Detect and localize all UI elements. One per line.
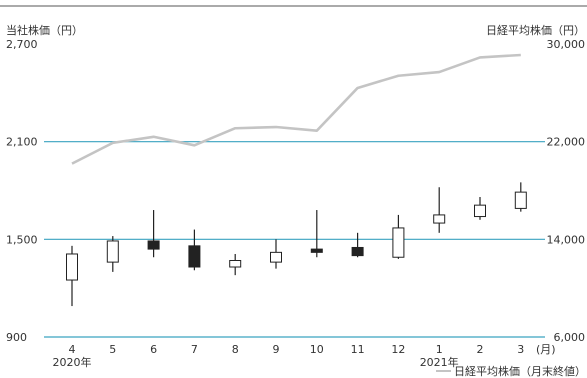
x-tick-label: 9 (273, 343, 280, 356)
year-label: 2021年 (420, 355, 459, 369)
candle-body-up (474, 204, 486, 218)
left-tick-label: 2,700 (6, 38, 38, 51)
x-tick-label: 5 (109, 343, 116, 356)
right-tick-label: 30,000 (547, 38, 586, 51)
x-tick-label: 6 (150, 343, 157, 356)
x-tick-label: 10 (310, 343, 324, 356)
candle-body-up (229, 259, 242, 268)
x-tick-label: 11 (351, 343, 365, 356)
right-tick-label: 14,000 (547, 233, 586, 246)
x-tick-label: 3 (517, 343, 524, 356)
x-tick-label: 2 (477, 343, 484, 356)
candlestick-series (66, 182, 527, 307)
candle-body-up (270, 251, 282, 263)
left-axis-ticks: 900 1,500 2,100 2,700 (6, 38, 38, 344)
candle-body-down (147, 240, 160, 250)
candle (433, 187, 446, 233)
candle (351, 232, 364, 258)
right-tick-label: 6,000 (554, 331, 586, 344)
candle-body-down (188, 245, 201, 268)
candle (66, 245, 78, 307)
nikkei-series (71, 53, 521, 165)
grid-lines (44, 141, 545, 338)
right-axis-ticks: 6,000 14,000 22,000 30,000 (547, 38, 586, 344)
x-tick-label: 12 (391, 343, 405, 356)
left-tick-label: 900 (6, 331, 27, 344)
legend-label: 日経平均株価（月末終値） (454, 364, 586, 378)
right-axis-title: 日経平均株価（円） (486, 23, 585, 37)
left-axis-title: 当社株価（円） (6, 23, 83, 37)
candle-body-up (514, 191, 527, 209)
candle (310, 210, 323, 258)
x-tick-label: 8 (232, 343, 239, 356)
candle (392, 214, 405, 259)
candle (106, 236, 119, 272)
candle (270, 239, 282, 269)
x-tick-label: 1 (436, 343, 443, 356)
candle (514, 182, 527, 212)
x-tick-label: 7 (191, 343, 198, 356)
candle-body-up (106, 240, 119, 263)
candle-body-down (310, 248, 323, 253)
legend: 日経平均株価（月末終値） (436, 364, 586, 378)
left-tick-label: 2,100 (6, 136, 38, 149)
left-tick-label: 1,500 (6, 233, 38, 246)
candle-body-up (392, 227, 405, 258)
right-tick-label: 22,000 (547, 136, 586, 149)
candle-body-down (351, 246, 364, 257)
candle-body-up (433, 214, 446, 224)
candle (474, 197, 486, 220)
year-label: 2020年 (53, 355, 92, 369)
x-tick-label: 4 (69, 343, 76, 356)
candle (147, 210, 160, 258)
candle-body-up (66, 253, 78, 281)
candle (188, 229, 201, 271)
x-axis-unit: (月) (536, 343, 556, 356)
nikkei-line (71, 53, 521, 165)
candle (229, 253, 242, 276)
